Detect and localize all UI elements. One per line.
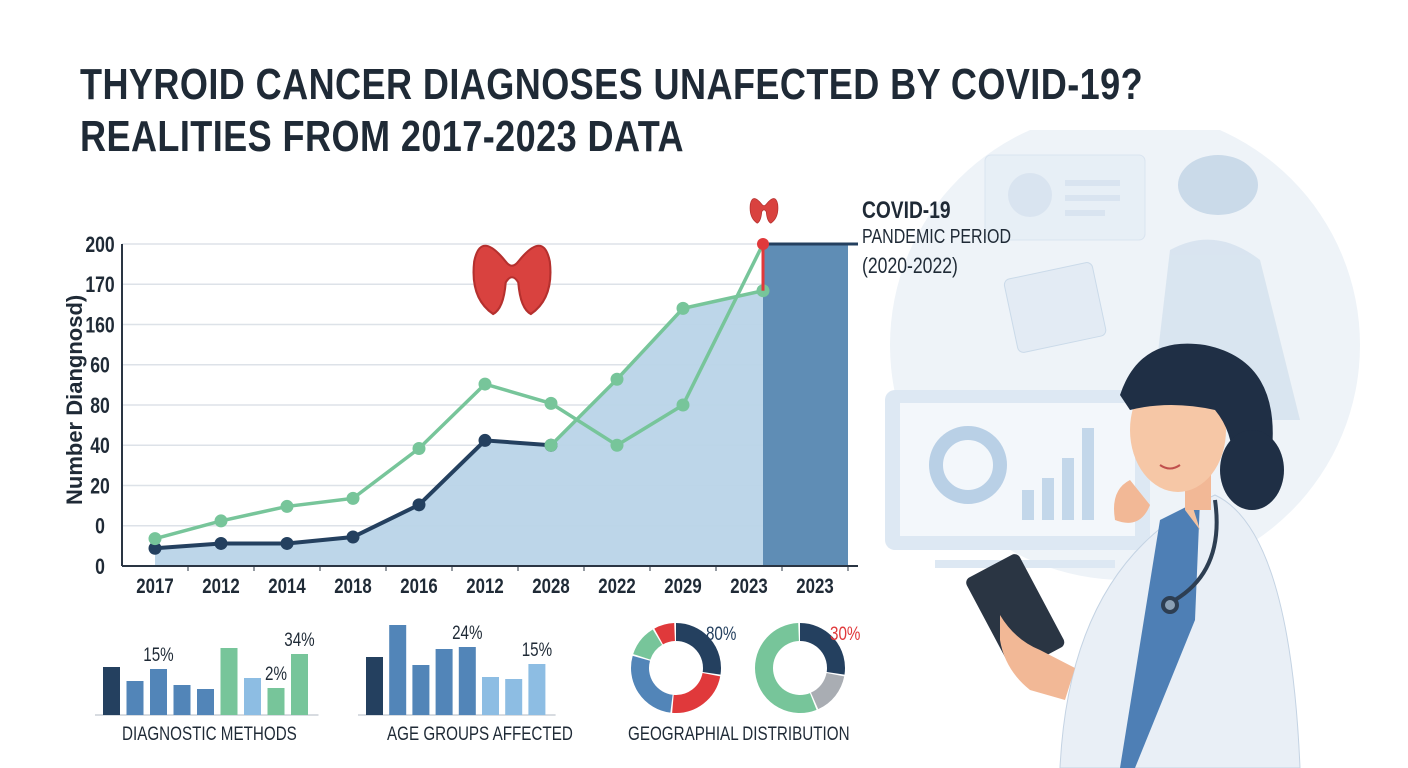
data-point [412,441,426,455]
series-line [154,243,765,541]
y-tick-label: 0 [95,555,105,579]
diagnostic-methods-bar [103,667,120,715]
x-tick-label: 2017 [136,575,173,598]
y-tick-label: 160 [85,314,114,338]
doctor-illustration [885,130,1360,768]
age-groups-label: 24% [452,621,482,643]
y-tick-label: 0 [95,515,105,539]
covid-note-line-1: COVID-19 [862,197,951,224]
age-groups-label: 15% [522,638,552,660]
x-tick-label: 2014 [268,575,306,598]
thyroid-icon [749,198,779,224]
diagnostic-methods-bar [173,685,191,715]
data-point [412,498,426,512]
age-groups-bar [412,665,430,715]
diagnostic-methods-bar [220,648,238,715]
donut-slice [810,672,845,710]
title-line-2: REALITIES FROM 2017-2023 DATA [80,112,685,161]
thyroid-shape [472,244,552,316]
data-point [280,499,294,513]
tablet-icon [966,554,1075,700]
series-line [549,288,764,447]
donut-slice [654,623,676,645]
y-tick-label: 20 [90,475,110,499]
x-tick-label: 2012 [466,575,503,598]
area-fill [155,290,763,566]
donut-slice [799,623,845,675]
diagnostic-methods-bar [291,654,308,715]
diagnostic-methods-bar [267,688,285,715]
age-groups-bar [366,657,383,715]
geographical-distribution-title: GEOGRAPHIAL DISTRIBUTION [628,724,850,745]
diagnostic-methods-bar [244,678,261,715]
x-tick-label: 2016 [400,575,437,598]
age-groups-bar [389,625,407,715]
title-line-1: THYROID CANCER DIAGNOSES UNAFECTED BY CO… [80,60,1144,109]
data-point [676,398,690,412]
diagnostic-methods-label: 15% [143,643,173,665]
x-tick-label: 2029 [664,575,701,598]
y-tick-label: 40 [90,434,110,458]
monitor-icon [885,390,1150,568]
stethoscope-icon [1161,499,1219,614]
data-point [346,530,360,544]
donut-slice [675,623,721,675]
data-point [676,301,690,315]
highlight-point [757,238,769,250]
donut-slice [633,629,663,661]
donut-slice [755,623,817,713]
data-point [214,514,228,528]
diagnostic-methods-bar [126,681,144,715]
x-tick-label: 2023 [796,575,833,598]
donut-slice [672,672,721,713]
data-point [346,491,360,505]
diagnostic-methods-bar [150,669,167,715]
x-tick-label: 2018 [334,575,371,598]
age-groups-bar [528,664,546,715]
data-point [544,438,558,452]
donut-slice [631,655,674,713]
x-tick-label: 2028 [532,575,569,598]
y-tick-label: 170 [85,273,114,297]
diagnostic-methods-label: 2% [265,662,287,684]
age-groups-bar [505,679,523,715]
data-point [478,433,492,447]
data-point [148,541,162,555]
diagnostic-methods-bar [197,689,214,715]
data-point [148,532,162,546]
y-tick-label: 200 [85,233,114,257]
diagnostic-methods-label: 34% [284,628,314,650]
main-line-chart: 0 0 20 40 80 60 160 170 200 2017 2012 2014 2018 2016 2… [62,198,858,599]
data-point [544,396,558,410]
covid-note-line-2: PANDEMIC PERIOD [862,226,1012,248]
thyroid-shape [749,198,779,224]
thyroid-icon [472,244,552,316]
data-point [280,536,294,550]
covid-period-bar [763,244,848,566]
x-tick-label: 2023 [730,575,767,598]
data-point [610,372,624,386]
age-groups-bar [482,677,499,715]
y-tick-label: 60 [90,354,110,378]
x-tick-label: 2012 [202,575,239,598]
donut-label: 80% [706,622,736,644]
y-tick-label: 80 [90,394,110,418]
age-groups-title: AGE GROUPS AFFECTED [387,724,573,745]
summary-charts: 15% 2% 34% 24% 15% 80% 30% [95,621,860,716]
x-tick-label: 2022 [598,575,635,598]
age-groups-bar [435,649,453,715]
age-groups-bar [458,647,476,715]
y-axis-label: Number Diangnosd) [62,295,87,505]
data-point [478,377,492,391]
covid-note-line-3: (2020-2022) [862,253,958,278]
donut-label: 30% [830,622,860,644]
diagnostic-methods-title: DIAGNOSTIC METHODS [122,724,297,745]
data-point [610,438,624,452]
data-point [214,536,228,550]
